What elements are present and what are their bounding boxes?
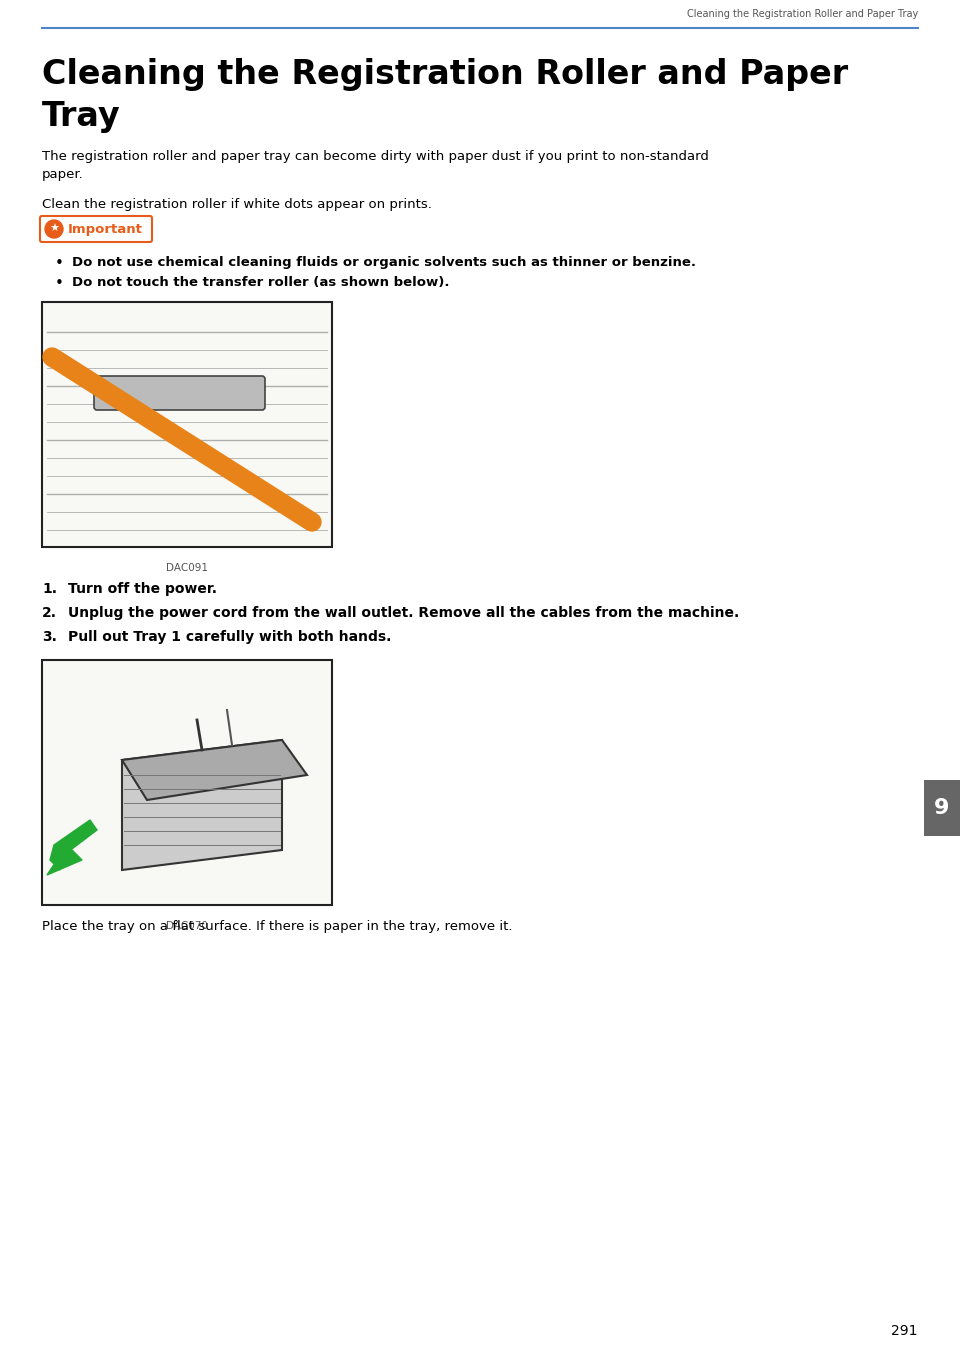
Text: Cleaning the Registration Roller and Paper Tray: Cleaning the Registration Roller and Pap… bbox=[686, 10, 918, 19]
Text: paper.: paper. bbox=[42, 169, 84, 181]
Text: Turn off the power.: Turn off the power. bbox=[68, 582, 217, 596]
Text: 9: 9 bbox=[934, 798, 949, 817]
Text: •: • bbox=[55, 256, 64, 271]
Text: The registration roller and paper tray can become dirty with paper dust if you p: The registration roller and paper tray c… bbox=[42, 150, 708, 163]
Circle shape bbox=[45, 220, 63, 238]
Polygon shape bbox=[50, 820, 97, 870]
FancyBboxPatch shape bbox=[94, 375, 265, 409]
Text: Important: Important bbox=[68, 223, 143, 235]
Text: Place the tray on a flat surface. If there is paper in the tray, remove it.: Place the tray on a flat surface. If the… bbox=[42, 919, 513, 933]
Text: ★: ★ bbox=[49, 224, 59, 234]
Text: 1.: 1. bbox=[42, 582, 57, 596]
Text: DAC070: DAC070 bbox=[166, 921, 208, 932]
Polygon shape bbox=[122, 740, 282, 870]
Text: 291: 291 bbox=[892, 1325, 918, 1338]
Text: Do not touch the transfer roller (as shown below).: Do not touch the transfer roller (as sho… bbox=[72, 276, 449, 290]
Text: Clean the registration roller if white dots appear on prints.: Clean the registration roller if white d… bbox=[42, 199, 432, 211]
Text: Do not use chemical cleaning fluids or organic solvents such as thinner or benzi: Do not use chemical cleaning fluids or o… bbox=[72, 256, 696, 269]
Text: •: • bbox=[55, 276, 64, 291]
Text: Pull out Tray 1 carefully with both hands.: Pull out Tray 1 carefully with both hand… bbox=[68, 630, 392, 645]
Polygon shape bbox=[122, 740, 307, 800]
Text: 3.: 3. bbox=[42, 630, 57, 645]
Text: Unplug the power cord from the wall outlet. Remove all the cables from the machi: Unplug the power cord from the wall outl… bbox=[68, 607, 739, 620]
Text: DAC091: DAC091 bbox=[166, 563, 208, 573]
Text: 2.: 2. bbox=[42, 607, 57, 620]
Bar bbox=[42, 660, 332, 904]
Text: Tray: Tray bbox=[42, 101, 121, 133]
Text: Cleaning the Registration Roller and Paper: Cleaning the Registration Roller and Pap… bbox=[42, 58, 848, 91]
FancyBboxPatch shape bbox=[40, 216, 152, 242]
Bar bbox=[42, 302, 332, 547]
Bar bbox=[924, 781, 960, 836]
Polygon shape bbox=[47, 845, 82, 874]
